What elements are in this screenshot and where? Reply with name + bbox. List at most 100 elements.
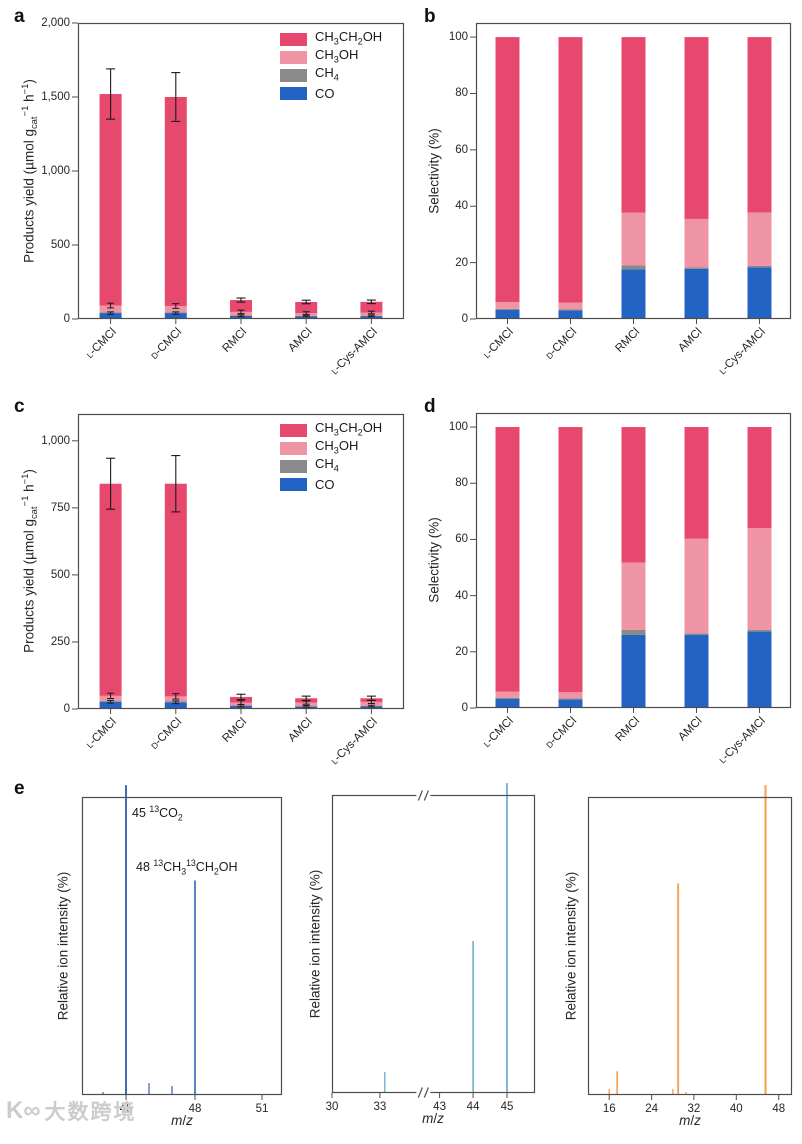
legend-swatch-CH3OH — [280, 441, 307, 455]
legend-label-CO: CO — [315, 476, 335, 492]
legend-swatch-CO — [280, 86, 307, 100]
bar-segment-CH4-4 — [747, 629, 772, 632]
y-axis-label-intensity-2: Relative ion intensity (%) — [307, 869, 323, 1019]
y-tick-label: 500 — [50, 239, 70, 251]
bar-segment-CH3OH-3 — [684, 218, 709, 268]
bar-segment-CH3CH2OH-0 — [495, 427, 520, 692]
axis-break-gap — [416, 793, 431, 798]
bar-segment-CH3OH-1 — [164, 305, 187, 313]
panel-e-spectrum-1: 45 48 51 45 13CO2 48 13CH313CH2OH — [81, 785, 283, 1115]
plot-frame — [77, 413, 405, 710]
bar-segment-CH3OH-0 — [495, 302, 520, 309]
legend-item-CH3OH: CH3OH — [280, 439, 382, 455]
bar-segment-CO-1 — [558, 699, 583, 708]
panel-label-e: e — [14, 778, 25, 799]
legend: CH3CH2OH CH3OH CH4 CO — [280, 421, 382, 491]
x-tick-label-33: 33 — [373, 1101, 387, 1113]
y-tick-label: 250 — [50, 635, 70, 648]
peak-annotation-0: 45 13CO2 — [132, 804, 183, 824]
bar-segment-CO-3 — [295, 706, 318, 709]
watermark-text: 大数跨境 — [44, 1101, 137, 1124]
x-tick-label-2: RMCl — [613, 715, 642, 744]
x-tick-label-32: 32 — [687, 1103, 701, 1115]
bar-segment-CO-2 — [230, 315, 252, 319]
bar-segment-CH3CH2OH-3 — [295, 301, 318, 314]
bar-segment-CH3CH2OH-3 — [684, 427, 709, 539]
y-tick-label: 0 — [461, 313, 468, 325]
legend-label-CH3OH: CH3OH — [315, 46, 359, 65]
legend-label-CO: CO — [315, 85, 335, 101]
bar-segment-CO-2 — [621, 269, 646, 319]
legend-swatch-CH4 — [280, 68, 307, 82]
bar-segment-CO-1 — [164, 313, 187, 319]
x-tick-label-40: 40 — [729, 1103, 743, 1115]
axis-break-slash — [417, 1087, 423, 1098]
legend-item-CH4: CH4 — [280, 66, 382, 82]
y-axis-label-intensity-3: Relative ion intensity (%) — [563, 871, 579, 1021]
panel-b-chart: L-CMCl D-CMCl RMCl AMCl L-Cys-AMCl 0 20 40 60 80 1… — [449, 22, 792, 376]
y-tick-label: 1,000 — [41, 434, 70, 447]
y-tick-label: 40 — [455, 589, 468, 602]
axis-break-slash — [417, 790, 423, 801]
legend: CH3CH2OH CH3OH CH4 CO — [280, 30, 382, 101]
legend-item-CO: CO — [280, 477, 382, 491]
panel-label-c: c — [14, 396, 25, 417]
x-axis-label-mz-1: m/z — [171, 1113, 193, 1128]
y-tick-label: 60 — [455, 533, 468, 546]
y-tick-label: 80 — [455, 477, 468, 490]
x-tick-label-3: AMCl — [676, 715, 705, 744]
x-tick-label-3: AMCl — [286, 326, 315, 355]
axis-break-slash — [423, 790, 429, 801]
legend-item-CH3OH: CH3OH — [280, 46, 382, 65]
bar-segment-CH4-2 — [621, 265, 646, 270]
y-axis-label-yield-c: Products yield (µmol gcat−1 h−1) — [19, 469, 41, 653]
panel-label-d: d — [424, 396, 436, 417]
x-tick-label-45: 45 — [119, 1103, 133, 1115]
x-tick-label-4: L-Cys-AMCl — [717, 715, 768, 766]
bar-segment-CH3OH-1 — [558, 302, 583, 310]
bar-segment-CH4-1 — [558, 309, 583, 311]
legend-swatch-CO — [280, 477, 307, 491]
plot-frame — [331, 794, 536, 1094]
bar-segment-CH3OH-4 — [747, 528, 772, 630]
chart-svg-c — [72, 413, 405, 714]
axis-break-gap — [416, 1090, 431, 1095]
bar-segment-CH3CH2OH-1 — [164, 483, 187, 697]
axis-break-slash — [423, 1087, 429, 1098]
y-tick-label: 0 — [63, 703, 70, 715]
plot-frame — [475, 22, 792, 320]
y-tick-label: 20 — [455, 645, 468, 658]
x-tick-label-51: 51 — [255, 1103, 269, 1115]
x-tick-label-1: D-CMCl — [149, 326, 185, 362]
x-tick-label-0: L-CMCl — [84, 326, 120, 361]
bar-segment-CO-1 — [164, 702, 187, 709]
x-axis-label-mz-3: m/z — [679, 1113, 701, 1128]
bar-segment-CO-4 — [747, 631, 772, 708]
y-tick-label: 20 — [455, 256, 468, 269]
bar-segment-CH3OH-3 — [684, 538, 709, 634]
legend-swatch-CH3OH — [280, 50, 307, 64]
chart-svg-d — [470, 412, 792, 713]
legend-item-CH4: CH4 — [280, 457, 382, 473]
bar-segment-CH3CH2OH-4 — [747, 37, 772, 213]
bar-segment-CO-0 — [495, 309, 520, 319]
chart-svg-spec3 — [587, 785, 793, 1100]
x-tick-label-30: 30 — [325, 1101, 339, 1113]
bar-segment-CH4-0 — [495, 697, 520, 700]
y-tick-label: 0 — [63, 313, 70, 325]
legend-swatch-CH3CH2OH — [280, 32, 307, 46]
x-tick-label-43: 43 — [433, 1101, 446, 1113]
chart-svg-b — [470, 22, 792, 324]
x-tick-label-48: 48 — [188, 1103, 202, 1115]
plot-frame — [77, 22, 405, 320]
x-tick-label-45: 45 — [500, 1101, 514, 1113]
bar-segment-CH4-4 — [747, 266, 772, 268]
bar-segment-CO-3 — [684, 268, 709, 319]
bar-segment-CH3CH2OH-1 — [558, 427, 583, 693]
peak-annotation-1: 48 13CH313CH2OH — [136, 858, 238, 877]
y-tick-label: 1,500 — [41, 91, 70, 103]
y-axis-label-intensity-1: Relative ion intensity (%) — [55, 871, 71, 1021]
bar-segment-CH3OH-0 — [99, 305, 122, 313]
bar-segment-CH3OH-1 — [558, 692, 583, 699]
